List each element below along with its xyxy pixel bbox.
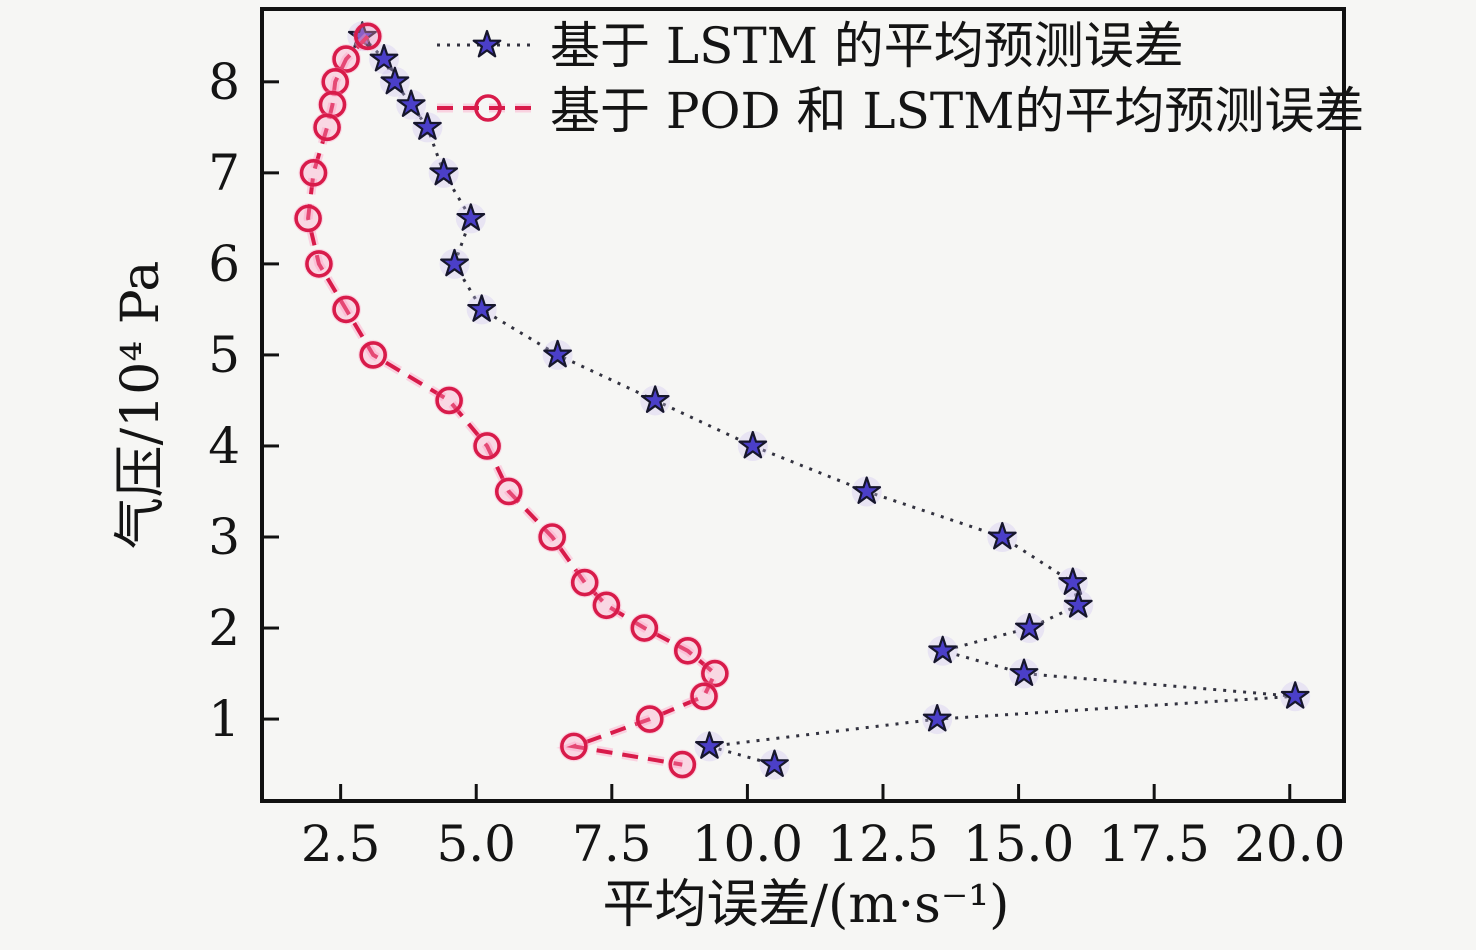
lstm-star-marker	[695, 731, 724, 759]
lstm-star-marker	[369, 44, 399, 72]
y-axis-label: 气压/10⁴ Pa	[111, 261, 171, 550]
lstm-star-marker	[467, 294, 497, 322]
pod-lstm-circle-marker	[305, 250, 333, 278]
series-lstm	[347, 21, 1311, 780]
pod-lstm-circle-marker	[635, 705, 664, 733]
x-tick-label: 20.0	[1234, 815, 1345, 873]
x-tick-label: 7.5	[572, 815, 652, 873]
pod-lstm-circle-marker	[332, 45, 360, 73]
pod-lstm-circle-marker	[353, 22, 382, 51]
y-tick-label: 4	[208, 417, 240, 475]
lstm-star-marker	[1063, 590, 1093, 618]
pod-lstm-circle-marker	[668, 750, 697, 779]
pod-lstm-circle-marker	[701, 659, 729, 688]
pod-lstm-circle-marker	[299, 159, 328, 187]
pod-lstm-circle-marker	[494, 477, 523, 506]
y-tick-label: 5	[208, 326, 240, 384]
x-tick-label: 2.5	[301, 815, 381, 873]
y-tick-label: 6	[208, 235, 240, 293]
lstm-star-marker	[852, 476, 882, 504]
pod-lstm-circle-marker	[332, 295, 360, 324]
pod-lstm-line	[306, 34, 718, 767]
lstm-star-marker	[429, 157, 459, 186]
pod-lstm-circle-marker	[570, 568, 599, 597]
y-tick-label: 8	[208, 53, 240, 111]
lstm-star-marker	[413, 112, 442, 140]
y-tick-label: 7	[208, 144, 240, 202]
legend-pod-lstm-circle-marker	[474, 94, 502, 122]
x-tick-label: 10.0	[692, 815, 803, 873]
lstm-star-marker	[928, 635, 958, 664]
lstm-star-marker	[456, 203, 486, 231]
pod-lstm-circle-marker	[359, 341, 387, 369]
x-tick-label: 12.5	[827, 815, 938, 873]
lstm-star-marker	[440, 248, 469, 277]
legend-pod-lstm-label: 基于 POD 和 LSTM的平均预测误差	[550, 82, 1364, 140]
lstm-star-marker	[640, 385, 670, 413]
x-axis-ticks	[339, 784, 1292, 799]
plot-area-border	[260, 7, 1346, 803]
lstm-star-marker	[738, 430, 768, 459]
lstm-star-marker	[380, 66, 410, 95]
lstm-star-marker	[760, 749, 789, 777]
lstm-star-marker	[1015, 612, 1044, 641]
legend-item-lstm: 基于 LSTM 的平均预测误差	[437, 17, 1184, 75]
pod-lstm-circle-marker	[473, 432, 501, 460]
lstm-star-marker	[396, 89, 426, 117]
legend-item-pod-lstm: 基于 POD 和 LSTM的平均预测误差	[437, 82, 1364, 140]
x-tick-label: 5.0	[436, 815, 516, 873]
x-tick-label: 17.5	[1099, 815, 1210, 873]
lstm-star-marker	[543, 339, 572, 368]
lstm-star-marker	[1009, 658, 1039, 686]
lstm-star-marker	[922, 704, 952, 732]
lstm-line	[361, 35, 1296, 767]
pod-lstm-circle-marker	[673, 636, 702, 665]
pod-lstm-circle-marker	[435, 386, 463, 415]
series-pod-lstm	[293, 21, 730, 780]
pod-lstm-circle-marker	[538, 523, 566, 551]
lstm-star-marker	[1280, 681, 1310, 709]
legend-lstm-star-marker	[472, 29, 502, 58]
pod-lstm-circle-marker	[294, 204, 322, 233]
x-axis-label: 平均误差/(m·s⁻¹)	[603, 875, 1010, 935]
y-axis-tick-labels: 1 2 3 4 5 6 7 8	[208, 53, 240, 748]
pod-lstm-circle-marker	[592, 591, 621, 620]
legend-lstm-label: 基于 LSTM 的平均预测误差	[550, 17, 1184, 75]
lstm-star-marker	[987, 521, 1017, 550]
y-axis-ticks	[264, 80, 279, 721]
pod-lstm-circle-marker	[630, 614, 659, 642]
y-tick-label: 2	[208, 599, 240, 657]
x-tick-label: 15.0	[963, 815, 1074, 873]
lstm-star-marker	[1058, 567, 1088, 595]
pod-lstm-circle-marker	[313, 113, 341, 142]
pod-lstm-circle-marker	[690, 682, 718, 711]
x-axis-tick-labels: 2.5 5.0 7.5 10.0 12.5 15.0 17.5 20.0	[301, 815, 1346, 873]
y-tick-label: 1	[208, 690, 240, 748]
legend: 基于 LSTM 的平均预测误差 基于 POD 和 LSTM的平均预测误差	[437, 17, 1364, 140]
y-tick-label: 3	[208, 508, 240, 566]
pod-lstm-circle-marker	[560, 732, 588, 761]
